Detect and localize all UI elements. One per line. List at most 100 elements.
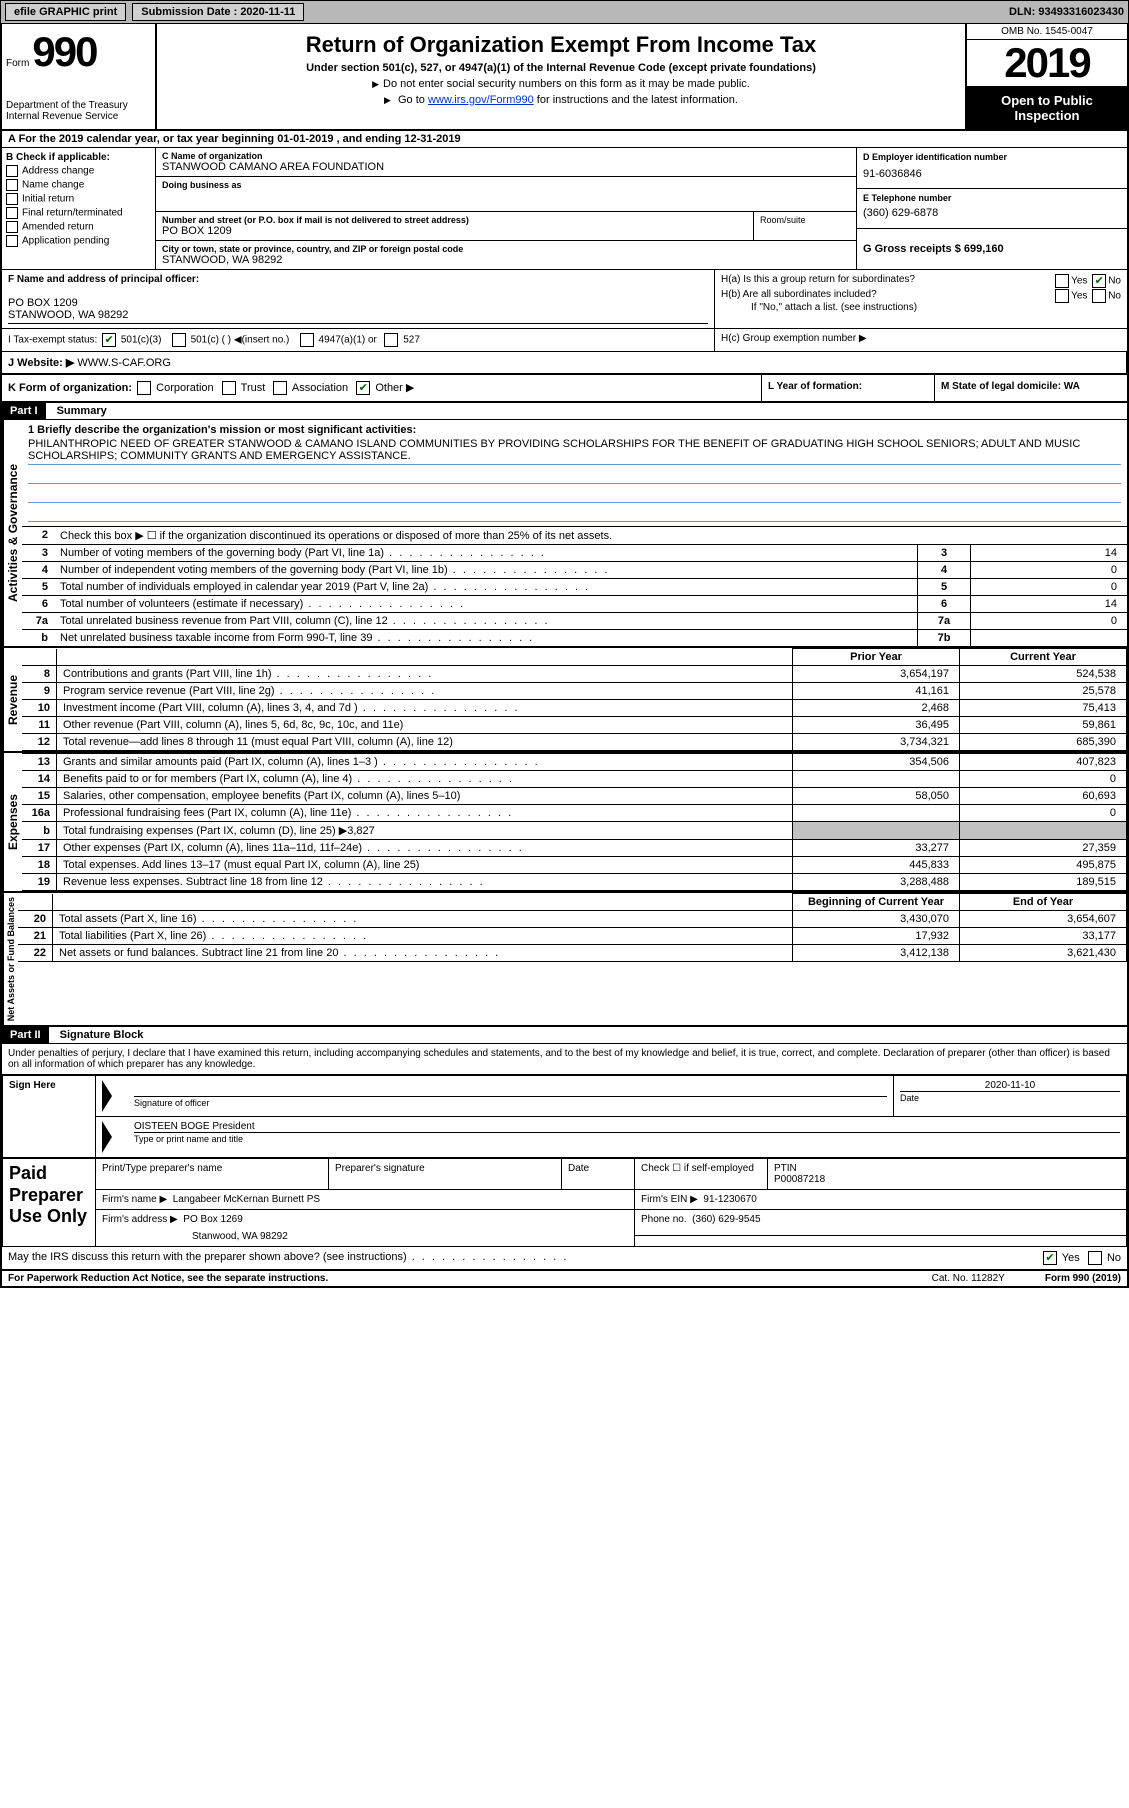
form-org-l: L Year of formation: — [762, 375, 935, 401]
chk-corp[interactable] — [137, 381, 151, 395]
chk-527[interactable] — [384, 333, 398, 347]
governance-table: 2Check this box ▶ ☐ if the organization … — [22, 526, 1127, 646]
line12-cy: 685,390 — [960, 734, 1127, 751]
line7a-val: 0 — [971, 613, 1128, 630]
line17-cy: 27,359 — [960, 840, 1127, 857]
chk-assoc[interactable] — [273, 381, 287, 395]
city-value: STANWOOD, WA 98292 — [162, 254, 850, 266]
part1-title: Summary — [49, 403, 115, 419]
pra-notice: For Paperwork Reduction Act Notice, see … — [8, 1273, 328, 1284]
officer-addr1: PO BOX 1209 — [8, 297, 708, 309]
hb-yes-checkbox[interactable] — [1055, 289, 1069, 303]
line15-desc: Salaries, other compensation, employee b… — [57, 788, 793, 805]
chk-501c[interactable] — [172, 333, 186, 347]
prep-print-label: Print/Type preparer's name — [96, 1159, 329, 1190]
l-label: L Year of formation: — [768, 381, 862, 392]
line17-desc: Other expenses (Part IX, column (A), lin… — [57, 840, 793, 857]
form-label: Form — [6, 58, 29, 69]
line9-desc: Program service revenue (Part VIII, line… — [57, 683, 793, 700]
k-label: K Form of organization: — [8, 382, 132, 394]
phone-label: E Telephone number — [863, 193, 1121, 203]
form-org-k: K Form of organization: Corporation Trus… — [2, 375, 762, 401]
officer-name-title: OISTEEN BOGE President — [134, 1121, 1120, 1132]
line22-desc: Net assets or fund balances. Subtract li… — [53, 945, 793, 962]
chk-address-change[interactable] — [6, 165, 18, 177]
line4-val: 0 — [971, 562, 1128, 579]
chk-name-change-label: Name change — [22, 180, 84, 191]
firm-ein-label: Firm's EIN ▶ — [641, 1194, 698, 1205]
line13-cy: 407,823 — [960, 754, 1127, 771]
sig-arrow-icon — [102, 1080, 112, 1112]
paid-preparer-label: Paid Preparer Use Only — [3, 1159, 96, 1247]
line19-desc: Revenue less expenses. Subtract line 18 … — [57, 874, 793, 891]
firm-name-label: Firm's name ▶ — [102, 1194, 167, 1205]
sig-arrow-icon-2 — [102, 1121, 112, 1153]
dba-label: Doing business as — [162, 180, 850, 190]
line16b-desc: Total fundraising expenses (Part IX, col… — [57, 822, 793, 840]
submission-date-label: Submission Date : 2020-11-11 — [132, 3, 304, 21]
discuss-no-checkbox[interactable] — [1088, 1251, 1102, 1265]
officer-addr2: STANWOOD, WA 98292 — [8, 309, 708, 324]
corp-label: Corporation — [156, 382, 213, 394]
net-assets-section: Net Assets or Fund Balances Beginning of… — [2, 893, 1127, 1027]
chk-other[interactable] — [356, 381, 370, 395]
firm-addr2-value: Stanwood, WA 98292 — [102, 1231, 628, 1242]
header-right: OMB No. 1545-0047 2019 Open to Public In… — [965, 24, 1127, 129]
form990-link[interactable]: www.irs.gov/Form990 — [428, 94, 534, 106]
line20-beg: 3,430,070 — [793, 911, 960, 928]
addr-value: PO BOX 1209 — [162, 225, 747, 237]
chk-name-change[interactable] — [6, 179, 18, 191]
prep-phone-value: (360) 629-9545 — [692, 1214, 760, 1225]
sig-date-value: 2020-11-10 — [900, 1080, 1120, 1091]
open-public-badge: Open to Public Inspection — [967, 87, 1127, 129]
org-name-label: C Name of organization — [162, 151, 850, 161]
sig-officer-label: Signature of officer — [134, 1096, 887, 1108]
form-org-row: K Form of organization: Corporation Trus… — [2, 375, 1127, 403]
discuss-no-label: No — [1107, 1252, 1121, 1264]
part2-title: Signature Block — [52, 1027, 152, 1043]
part1-header: Part I — [2, 403, 46, 419]
firm-ein-value: 91-1230670 — [703, 1194, 756, 1205]
line16b-cy — [960, 822, 1127, 840]
prep-date-label: Date — [562, 1159, 635, 1190]
chk-initial-return[interactable] — [6, 193, 18, 205]
line22-end: 3,621,430 — [960, 945, 1127, 962]
main-title: Return of Organization Exempt From Incom… — [165, 32, 957, 58]
line14-cy: 0 — [960, 771, 1127, 788]
line11-desc: Other revenue (Part VIII, column (A), li… — [57, 717, 793, 734]
website-label: J Website: ▶ — [8, 357, 77, 369]
gross-receipts: G Gross receipts $ 699,160 — [863, 243, 1121, 255]
line19-py: 3,288,488 — [793, 874, 960, 891]
hb-no-checkbox[interactable] — [1092, 289, 1106, 303]
ha-no-checkbox[interactable] — [1092, 274, 1106, 288]
tax-exempt-status: I Tax-exempt status: 501(c)(3) 501(c) ( … — [2, 329, 715, 351]
chk-amended-return[interactable] — [6, 221, 18, 233]
line16a-cy: 0 — [960, 805, 1127, 822]
sign-here-label: Sign Here — [3, 1076, 96, 1158]
mission-blank-2 — [28, 484, 1121, 503]
o501c-label: 501(c) ( ) ◀(insert no.) — [191, 335, 290, 346]
chk-501c3[interactable] — [102, 333, 116, 347]
entity-center: C Name of organization STANWOOD CAMANO A… — [156, 148, 856, 269]
chk-trust[interactable] — [222, 381, 236, 395]
ha-yes-label: Yes — [1071, 276, 1087, 287]
officer-row: F Name and address of principal officer:… — [2, 270, 1127, 329]
entity-right: D Employer identification number 91-6036… — [856, 148, 1127, 269]
top-bar: efile GRAPHIC print Submission Date : 20… — [0, 0, 1129, 24]
ha-yes-checkbox[interactable] — [1055, 274, 1069, 288]
o527-label: 527 — [403, 335, 420, 346]
mission-blank-3 — [28, 503, 1121, 522]
line19-cy: 189,515 — [960, 874, 1127, 891]
discuss-yes-checkbox[interactable] — [1043, 1251, 1057, 1265]
end-year-header: End of Year — [960, 894, 1127, 911]
prep-check-label: Check ☐ if self-employed — [635, 1159, 768, 1190]
group-h-section: H(a) Is this a group return for subordin… — [715, 270, 1127, 328]
side-label-gov: Activities & Governance — [2, 420, 22, 646]
chk-4947[interactable] — [300, 333, 314, 347]
paid-preparer-table: Paid Preparer Use Only Print/Type prepar… — [2, 1158, 1127, 1247]
header-center: Return of Organization Exempt From Incom… — [157, 24, 965, 129]
chk-app-pending[interactable] — [6, 235, 18, 247]
line8-desc: Contributions and grants (Part VIII, lin… — [57, 666, 793, 683]
chk-final-return[interactable] — [6, 207, 18, 219]
side-label-exp: Expenses — [2, 753, 22, 891]
